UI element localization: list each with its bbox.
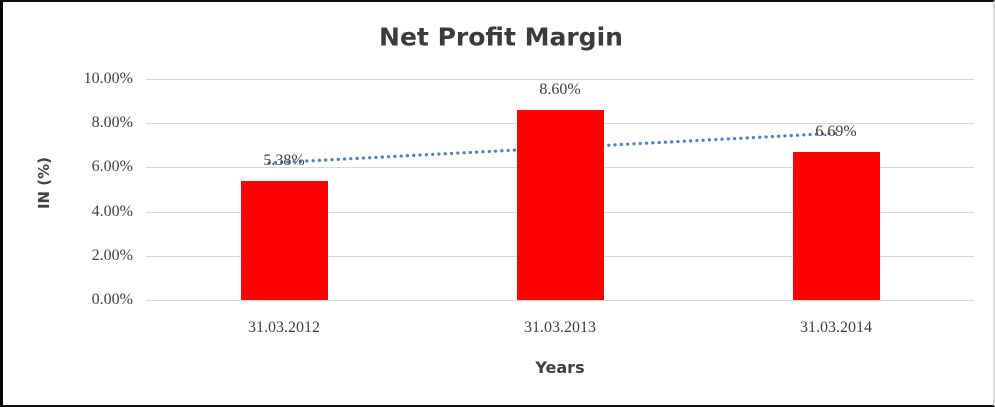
gridline	[146, 79, 974, 80]
data-label: 8.60%	[539, 81, 581, 98]
x-axis-title: Years	[535, 358, 585, 377]
x-category-label: 31.03.2013	[524, 319, 596, 336]
data-label: 5.38%	[263, 152, 305, 169]
y-tick-label: 2.00%	[91, 247, 133, 264]
x-category-label: 31.03.2014	[800, 319, 872, 336]
bar-31.03.2013	[517, 110, 604, 300]
y-tick-label: 8.00%	[91, 114, 133, 131]
x-category-label: 31.03.2012	[248, 319, 320, 336]
bar-31.03.2012	[241, 181, 328, 300]
gridline	[146, 300, 974, 301]
y-tick-label: 6.00%	[91, 158, 133, 175]
y-tick-label: 0.00%	[91, 291, 133, 308]
bar-31.03.2014	[793, 152, 880, 300]
y-tick-label: 10.00%	[83, 70, 133, 87]
data-label: 6.69%	[815, 123, 857, 140]
chart-title: Net Profit Margin	[379, 22, 623, 52]
y-tick-label: 4.00%	[91, 203, 133, 220]
